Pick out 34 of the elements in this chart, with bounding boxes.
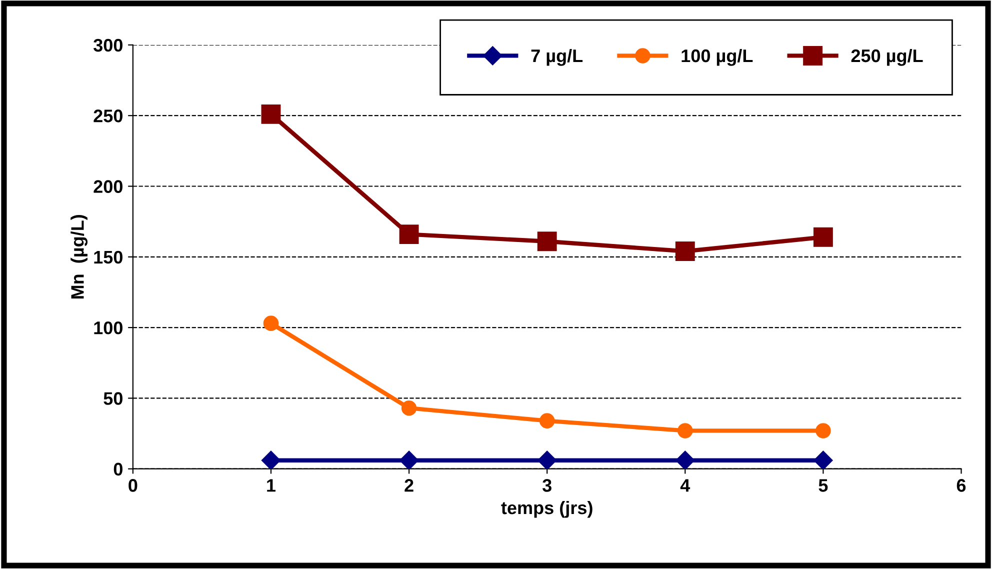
y-tick-label: 150 <box>94 250 122 264</box>
x-tick-label: 0 <box>128 479 138 492</box>
legend-label: 7 µg/L <box>531 48 583 66</box>
x-tick-label: 6 <box>956 479 966 492</box>
point <box>813 227 833 247</box>
point <box>538 450 557 469</box>
y-tick-label: 200 <box>94 180 122 193</box>
point <box>261 104 281 124</box>
point <box>675 242 695 261</box>
x-tick-label: 4 <box>680 479 690 492</box>
point <box>814 450 833 469</box>
x-axis-title: temps (jrs) <box>501 500 592 518</box>
legend-label: 250 µg/L <box>851 48 923 66</box>
y-tick-label: 100 <box>94 321 122 334</box>
point <box>676 450 695 469</box>
y-tick-label: 0 <box>114 462 122 476</box>
y-tick-label: 300 <box>94 38 122 52</box>
point <box>678 423 693 438</box>
x-tick-label: 3 <box>542 479 552 492</box>
y-tick-label: 250 <box>94 110 122 122</box>
y-axis-title: Mn (µg/L) <box>70 214 88 298</box>
x-tick-label: 2 <box>404 479 414 492</box>
point <box>400 450 419 469</box>
point <box>261 450 281 469</box>
point <box>537 232 557 252</box>
y-tick-label: 50 <box>104 392 122 405</box>
point <box>399 224 419 244</box>
legend-label: 100 µg/L <box>682 48 753 66</box>
point <box>401 400 417 416</box>
x-tick-label: 1 <box>267 479 276 492</box>
point <box>263 316 279 331</box>
x-tick-label: 5 <box>818 479 828 492</box>
point <box>539 413 555 428</box>
point <box>816 423 831 438</box>
